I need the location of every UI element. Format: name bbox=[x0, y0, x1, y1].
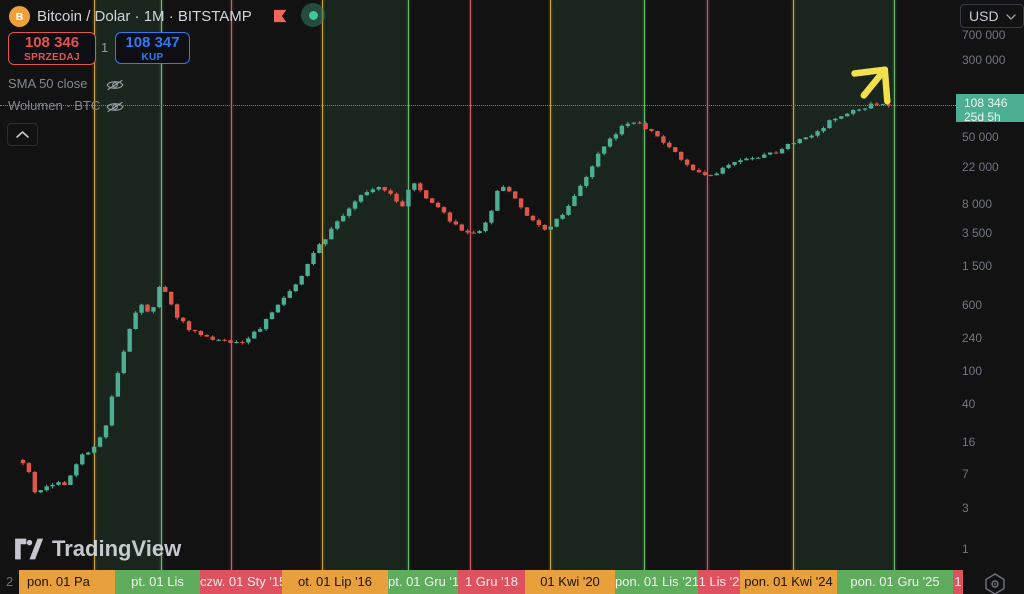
svg-text:B: B bbox=[16, 11, 24, 23]
